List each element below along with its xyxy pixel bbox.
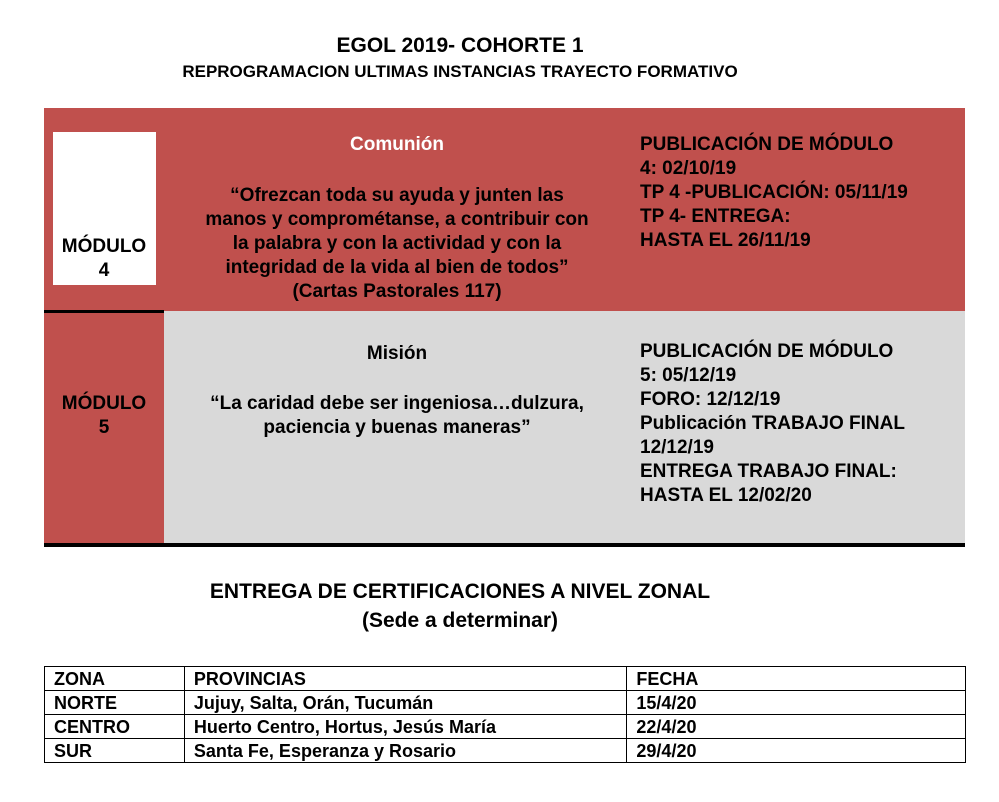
fecha-cell: 29/4/20 [626, 738, 966, 763]
quote-line: “La caridad debe ser ingeniosa…dulzura, [210, 393, 584, 414]
certifications-table: ZONA PROVINCIAS FECHA NORTE Jujuy, Salta… [44, 666, 966, 763]
module-label-text: MÓDULO [61, 236, 147, 257]
zona-cell: NORTE [44, 690, 185, 715]
module-number: 4 [98, 260, 110, 281]
quote-citation: (Cartas Pastorales 117) [292, 281, 502, 302]
module-5-label-cell [44, 311, 164, 545]
divider [44, 543, 965, 547]
column-header: ZONA [44, 666, 185, 691]
table-row: CENTRO Huerto Centro, Hortus, Jesús Marí… [44, 714, 966, 739]
column-header: PROVINCIAS [183, 666, 628, 691]
page-subtitle: REPROGRAMACION ULTIMAS INSTANCIAS TRAYEC… [182, 62, 738, 81]
schedule-line: TP 4- ENTREGA: [640, 206, 791, 227]
schedule-line: Publicación TRABAJO FINAL [640, 413, 905, 434]
quote-line: manos y comprométanse, a contribuir con [205, 209, 589, 230]
module-4-row [44, 108, 965, 311]
module-5-label: MÓDULO 5 [44, 392, 164, 440]
page-title: EGOL 2019- COHORTE 1 [336, 34, 584, 57]
schedule-line: TP 4 -PUBLICACIÓN: 05/11/19 [640, 182, 908, 203]
quote-line: “Ofrezcan toda su ayuda y junten las [230, 185, 564, 206]
module-5-quote: “La caridad debe ser ingeniosa…dulzura, … [164, 392, 630, 440]
module-5-content-cell [164, 311, 965, 545]
fecha-cell: 15/4/20 [626, 690, 966, 715]
schedule-line: 4: 02/10/19 [640, 158, 737, 179]
module-4-quote: “Ofrezcan toda su ayuda y junten las man… [164, 184, 630, 304]
certifications-subtitle: (Sede a determinar) [361, 609, 559, 632]
zona-cell: SUR [44, 738, 185, 763]
provincias-cell: Santa Fe, Esperanza y Rosario [183, 738, 628, 763]
table-row: SUR Santa Fe, Esperanza y Rosario 29/4/2… [44, 738, 966, 763]
module-4-label-box [53, 132, 156, 285]
module-label-text: MÓDULO [61, 393, 147, 414]
quote-line: la palabra y con la actividad y con la [232, 233, 562, 254]
module-number: 5 [98, 417, 110, 438]
module-4-label: MÓDULO 4 [44, 235, 164, 283]
schedule-line: HASTA EL 26/11/19 [640, 230, 811, 251]
provincias-cell: Huerto Centro, Hortus, Jesús María [183, 714, 628, 739]
table-row: NORTE Jujuy, Salta, Orán, Tucumán 15/4/2… [44, 690, 966, 715]
module-5-schedule: PUBLICACIÓN DE MÓDULO 5: 05/12/19 FORO: … [640, 340, 960, 508]
module-4-theme: Comunión [350, 134, 444, 155]
quote-line: integridad de la vida al bien de todos” [225, 257, 569, 278]
schedule-line: 12/12/19 [640, 437, 714, 458]
column-header: FECHA [626, 666, 966, 691]
module-4-schedule: PUBLICACIÓN DE MÓDULO 4: 02/10/19 TP 4 -… [640, 133, 960, 253]
schedule-line: HASTA EL 12/02/20 [640, 485, 812, 506]
provincias-cell: Jujuy, Salta, Orán, Tucumán [183, 690, 628, 715]
schedule-line: PUBLICACIÓN DE MÓDULO [640, 134, 894, 155]
schedule-line: 5: 05/12/19 [640, 365, 737, 386]
divider [44, 310, 164, 313]
module-5-theme: Misión [366, 343, 428, 364]
zona-cell: CENTRO [44, 714, 185, 739]
table-header-row: ZONA PROVINCIAS FECHA [44, 666, 966, 691]
schedule-line: ENTREGA TRABAJO FINAL: [640, 461, 897, 482]
schedule-line: FORO: 12/12/19 [640, 389, 781, 410]
fecha-cell: 22/4/20 [626, 714, 966, 739]
quote-line: paciencia y buenas maneras” [263, 417, 531, 438]
certifications-title: ENTREGA DE CERTIFICACIONES A NIVEL ZONAL [209, 580, 711, 603]
schedule-line: PUBLICACIÓN DE MÓDULO [640, 341, 894, 362]
